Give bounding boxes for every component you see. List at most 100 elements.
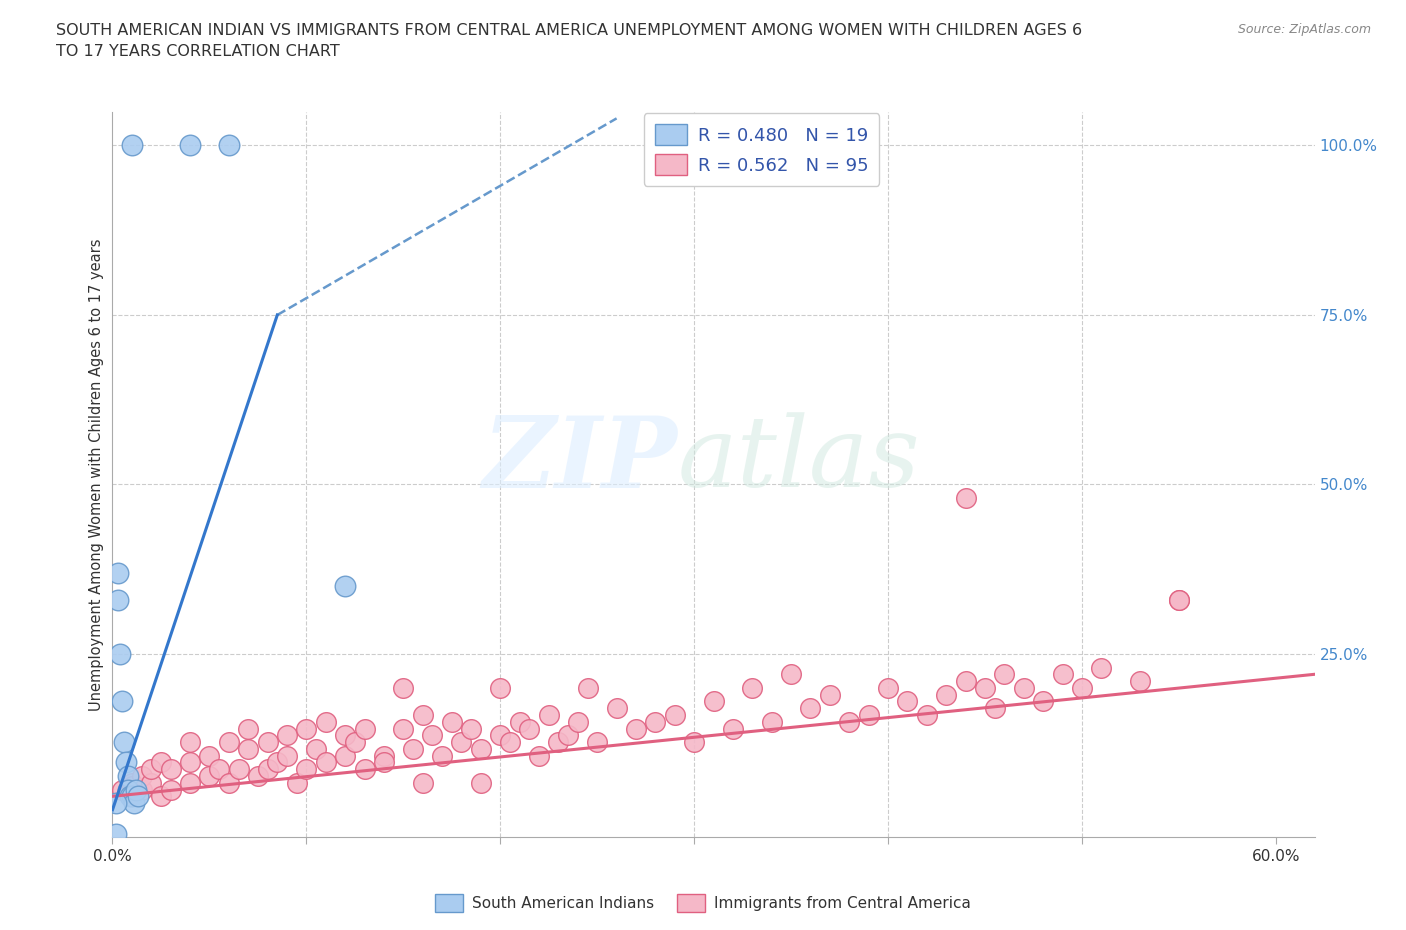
Point	[127, 789, 149, 804]
Point	[915, 708, 938, 723]
Point	[107, 592, 129, 607]
Point	[1090, 660, 1112, 675]
Point	[117, 782, 139, 797]
Point	[238, 721, 260, 736]
Point	[664, 708, 686, 723]
Point	[527, 749, 550, 764]
Point	[295, 762, 318, 777]
Point	[105, 796, 128, 811]
Point	[780, 667, 803, 682]
Point	[149, 755, 172, 770]
Point	[392, 721, 415, 736]
Point	[218, 735, 240, 750]
Point	[373, 755, 395, 770]
Point	[470, 776, 492, 790]
Point	[179, 138, 201, 153]
Point	[276, 728, 298, 743]
Text: SOUTH AMERICAN INDIAN VS IMMIGRANTS FROM CENTRAL AMERICA UNEMPLOYMENT AMONG WOME: SOUTH AMERICAN INDIAN VS IMMIGRANTS FROM…	[56, 23, 1083, 38]
Point	[955, 491, 977, 506]
Point	[118, 789, 141, 804]
Point	[974, 681, 997, 696]
Point	[450, 735, 472, 750]
Point	[141, 762, 163, 777]
Point	[422, 728, 444, 743]
Point	[858, 708, 880, 723]
Point	[1167, 592, 1189, 607]
Point	[896, 694, 918, 709]
Point	[430, 749, 453, 764]
Point	[509, 714, 531, 729]
Point	[256, 762, 278, 777]
Point	[955, 673, 977, 688]
Text: ZIP: ZIP	[482, 412, 678, 508]
Text: Source: ZipAtlas.com: Source: ZipAtlas.com	[1237, 23, 1371, 36]
Point	[440, 714, 463, 729]
Point	[402, 741, 425, 756]
Point	[315, 755, 337, 770]
Point	[624, 721, 647, 736]
Point	[683, 735, 706, 750]
Point	[741, 681, 763, 696]
Point	[567, 714, 589, 729]
Point	[141, 776, 163, 790]
Point	[412, 708, 434, 723]
Point	[218, 138, 240, 153]
Point	[935, 687, 957, 702]
Point	[107, 565, 129, 580]
Point	[105, 826, 128, 841]
Point	[838, 714, 860, 729]
Point	[877, 681, 900, 696]
Point	[333, 749, 356, 764]
Point	[121, 789, 143, 804]
Point	[353, 762, 375, 777]
Point	[131, 768, 153, 783]
Point	[1129, 673, 1152, 688]
Point	[586, 735, 609, 750]
Point	[110, 646, 132, 661]
Point	[353, 721, 375, 736]
Point	[238, 741, 260, 756]
Point	[198, 749, 221, 764]
Point	[149, 789, 172, 804]
Point	[547, 735, 569, 750]
Point	[315, 714, 337, 729]
Point	[121, 789, 143, 804]
Point	[489, 728, 512, 743]
Point	[517, 721, 540, 736]
Point	[121, 778, 143, 793]
Point	[256, 735, 278, 750]
Point	[198, 768, 221, 783]
Point	[179, 776, 201, 790]
Point	[537, 708, 560, 723]
Point	[993, 667, 1015, 682]
Legend: R = 0.480   N = 19, R = 0.562   N = 95: R = 0.480 N = 19, R = 0.562 N = 95	[644, 113, 879, 186]
Point	[1032, 694, 1054, 709]
Point	[373, 749, 395, 764]
Point	[111, 782, 134, 797]
Point	[470, 741, 492, 756]
Point	[1052, 667, 1074, 682]
Point	[266, 755, 288, 770]
Point	[460, 721, 482, 736]
Point	[305, 741, 328, 756]
Point	[159, 762, 181, 777]
Point	[1012, 681, 1035, 696]
Point	[343, 735, 366, 750]
Point	[1167, 592, 1189, 607]
Point	[333, 578, 356, 593]
Point	[121, 138, 143, 153]
Point	[285, 776, 308, 790]
Point	[721, 721, 744, 736]
Point	[1071, 681, 1094, 696]
Point	[131, 782, 153, 797]
Point	[499, 735, 522, 750]
Point	[179, 755, 201, 770]
Point	[121, 776, 143, 790]
Point	[228, 762, 250, 777]
Point	[333, 728, 356, 743]
Point	[112, 735, 135, 750]
Point	[218, 776, 240, 790]
Point	[179, 735, 201, 750]
Point	[125, 782, 148, 797]
Point	[246, 768, 269, 783]
